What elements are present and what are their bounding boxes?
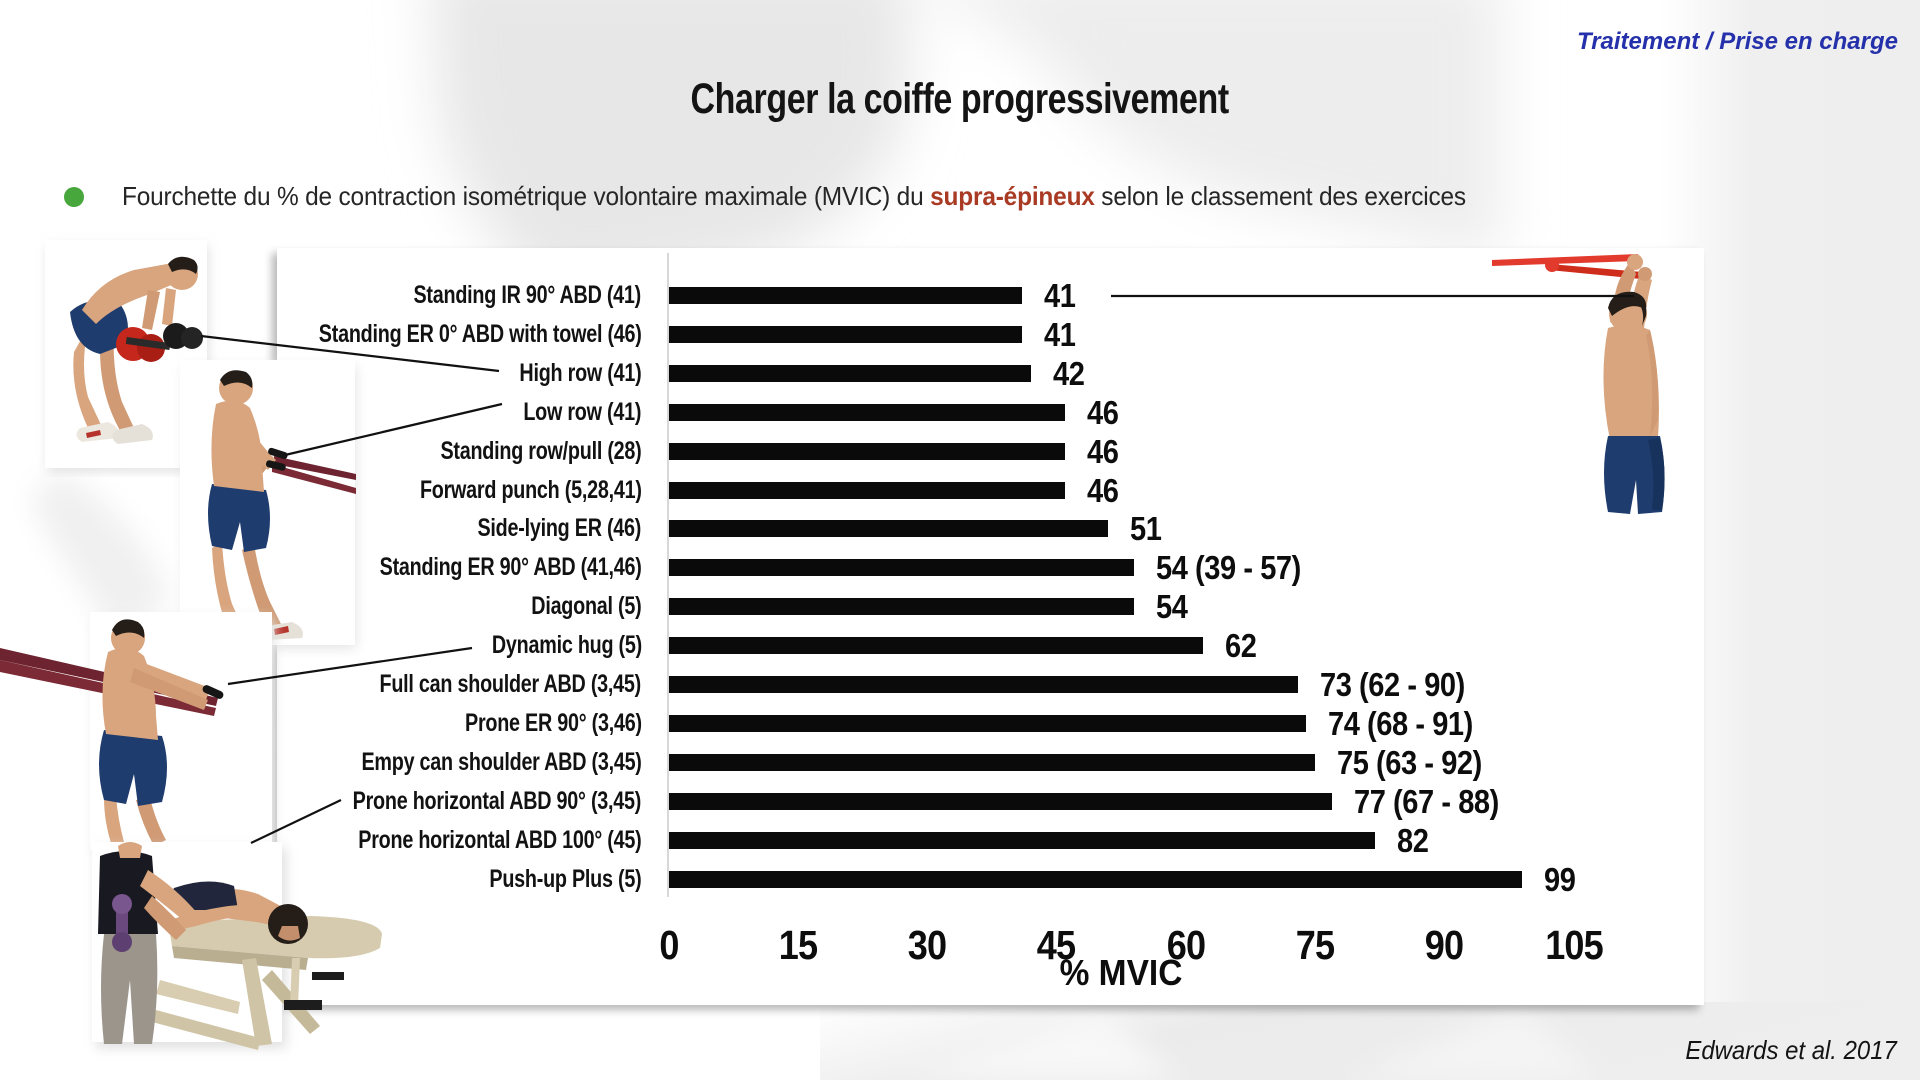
category-label: Standing IR 90° ABD (41) xyxy=(413,280,642,309)
figure-bent-over-row xyxy=(70,256,203,444)
y-axis-line xyxy=(666,253,669,898)
bar xyxy=(668,754,1315,772)
figure-overhead-band xyxy=(1492,254,1665,514)
bar xyxy=(668,793,1333,811)
value-label: 75 (63 - 92) xyxy=(1336,744,1482,782)
category-label: Prone horizontal ABD 90° (3,45) xyxy=(353,787,642,816)
bullet-text-post: selon le classement des exercices xyxy=(1094,181,1466,211)
page-title: Charger la coiffe progressivement xyxy=(690,75,1230,123)
bar xyxy=(668,520,1109,538)
bullet-text-pre: Fourchette du % de contraction isométriq… xyxy=(122,181,931,211)
value-label: 46 xyxy=(1086,432,1119,470)
value-label: 74 (68 - 91) xyxy=(1328,705,1474,743)
value-label: 46 xyxy=(1086,471,1119,509)
value-label: 41 xyxy=(1043,315,1076,353)
category-label: Forward punch (5,28,41) xyxy=(419,475,642,504)
bar xyxy=(668,871,1522,888)
bullet-point-icon xyxy=(64,187,84,207)
category-label: Prone ER 90° (3,46) xyxy=(464,709,642,738)
bar xyxy=(668,325,1022,343)
value-label: 54 (39 - 57) xyxy=(1155,549,1301,587)
category-label: Standing ER 90° ABD (41,46) xyxy=(379,553,642,582)
bullet-text: Fourchette du % de contraction isométriq… xyxy=(122,181,1626,212)
bar xyxy=(668,442,1065,460)
photo-forward-punch xyxy=(0,612,274,853)
category-label: Side-lying ER (46) xyxy=(477,514,642,543)
category-label: Diagonal (5) xyxy=(531,592,642,621)
bar xyxy=(668,715,1307,733)
x-tick-label: 0 xyxy=(658,922,679,968)
bar-chart-panel: Standing IR 90° ABD (41) 41 Standing ER 0°… xyxy=(277,248,1704,1005)
category-label: Low row (41) xyxy=(523,397,642,426)
bar xyxy=(668,481,1065,499)
category-label: High row (41) xyxy=(519,358,642,387)
bar xyxy=(668,832,1376,850)
bar xyxy=(668,364,1031,382)
value-label: 51 xyxy=(1130,510,1162,548)
bar xyxy=(668,559,1134,577)
bar xyxy=(668,676,1298,694)
value-label: 41 xyxy=(1043,276,1076,314)
bar xyxy=(668,637,1203,655)
photo-overhead-band xyxy=(1492,252,1704,534)
value-label: 62 xyxy=(1224,627,1257,665)
photo-prone-table xyxy=(92,842,382,1050)
value-label: 54 xyxy=(1155,588,1188,626)
x-tick-label: 105 xyxy=(1544,922,1603,968)
value-label: 73 (62 - 90) xyxy=(1319,666,1465,704)
value-label: 82 xyxy=(1397,822,1429,860)
x-tick-label: 75 xyxy=(1295,922,1335,968)
figure-forward-punch xyxy=(0,619,224,846)
x-tick-label: 15 xyxy=(778,922,818,968)
figure-prone-table xyxy=(98,842,382,1050)
category-label: Push-up Plus (5) xyxy=(489,865,642,893)
x-axis-title: % MVIC xyxy=(1059,952,1183,993)
category-label: Prone horizontal ABD 100° (45) xyxy=(358,826,642,855)
x-tick-label: 30 xyxy=(907,922,947,968)
citation: Edwards et al. 2017 xyxy=(1685,1035,1897,1065)
bar xyxy=(668,598,1134,616)
value-label: 99 xyxy=(1543,861,1576,898)
bullet-text-highlight: supra-épineux xyxy=(930,181,1095,211)
bar xyxy=(668,403,1065,421)
section-tagline-text: Traitement / Prise en charge xyxy=(1576,28,1898,55)
bar xyxy=(668,286,1022,304)
category-label: Empy can shoulder ABD (3,45) xyxy=(361,748,642,777)
value-label: 46 xyxy=(1086,393,1119,431)
section-tagline: Traitement / Prise en charge xyxy=(998,28,1898,56)
x-tick-label: 90 xyxy=(1425,922,1464,968)
category-label: Dynamic hug (5) xyxy=(491,631,642,660)
x-tick-label: 45 xyxy=(1037,922,1076,968)
value-label: 42 xyxy=(1052,354,1085,392)
x-tick-label: 60 xyxy=(1166,922,1205,968)
value-label: 77 (67 - 88) xyxy=(1354,783,1499,821)
